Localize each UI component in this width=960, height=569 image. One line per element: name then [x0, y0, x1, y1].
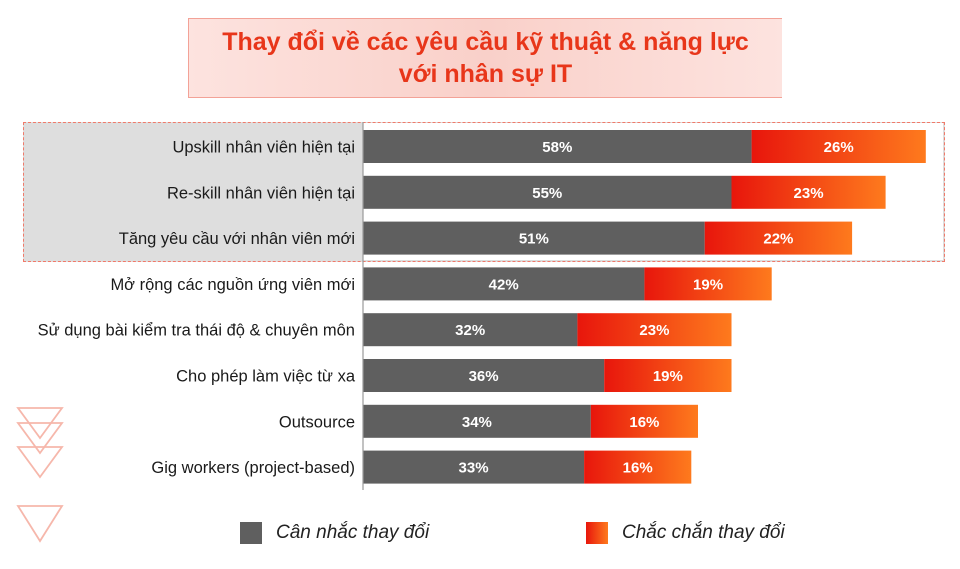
category-label: Sử dụng bài kiểm tra thái độ & chuyên mô…: [38, 322, 355, 340]
data-label-consider: 36%: [469, 368, 499, 385]
data-label-certain: 19%: [653, 368, 683, 385]
decorative-triangles: [16, 407, 64, 543]
data-label-certain: 22%: [763, 231, 793, 248]
bar-certain: [751, 130, 926, 163]
chart-title-line-2: với nhân sự IT: [398, 60, 573, 88]
data-label-certain: 23%: [639, 322, 669, 339]
legend-label-certain: Chắc chắn thay đổi: [622, 522, 785, 543]
bar-consider: [363, 130, 752, 163]
bar-consider: [363, 313, 578, 347]
category-label: Tăng yêu cầu với nhân viên mới: [119, 230, 355, 248]
legend-item-certain: Chắc chắn thay đổi: [586, 522, 785, 544]
category-label: Gig workers (project-based): [151, 459, 355, 477]
bar-certain: [590, 404, 698, 438]
data-label-consider: 55%: [532, 185, 562, 202]
category-label: Mở rộng các nguồn ứng viên mới: [110, 276, 355, 294]
bar-consider: [363, 404, 591, 438]
legend-swatch-consider: [240, 522, 262, 544]
bar-certain: [731, 175, 886, 209]
bar-consider: [363, 450, 585, 484]
data-label-certain: 26%: [824, 139, 854, 156]
legend-swatch-certain: [586, 522, 608, 544]
legend-label-consider: Cân nhắc thay đổi: [276, 522, 430, 543]
category-label: Outsource: [279, 413, 355, 431]
bar-certain: [644, 267, 772, 301]
data-label-certain: 16%: [629, 414, 659, 431]
bar-consider: [363, 175, 732, 209]
bar-consider: [363, 359, 605, 392]
data-label-consider: 42%: [489, 276, 519, 293]
data-label-certain: 16%: [623, 460, 653, 477]
legend: Cân nhắc thay đổi Chắc chắn thay đổi: [240, 522, 860, 552]
data-label-consider: 34%: [462, 414, 492, 431]
bar-consider: [363, 267, 645, 301]
data-label-certain: 19%: [693, 276, 723, 293]
chart-title-line-1: Thay đổi về các yêu cầu kỹ thuật & năng …: [222, 28, 749, 56]
data-label-consider: 33%: [459, 460, 489, 477]
data-label-certain: 23%: [794, 185, 824, 202]
bar-certain: [704, 221, 853, 255]
bar-certain: [577, 313, 732, 347]
bar-certain: [584, 450, 692, 484]
category-label: Upskill nhân viên hiện tại: [172, 139, 355, 157]
data-label-consider: 32%: [455, 322, 485, 339]
category-label: Cho phép làm việc từ xa: [176, 368, 356, 386]
chart-title-box: Thay đổi về các yêu cầu kỹ thuật & năng …: [188, 18, 782, 98]
data-label-consider: 58%: [542, 139, 572, 156]
bar-consider: [363, 221, 705, 255]
legend-item-consider: Cân nhắc thay đổi: [240, 522, 429, 544]
bar-certain: [604, 359, 732, 392]
category-label: Re-skill nhân viên hiện tại: [167, 184, 355, 202]
data-label-consider: 51%: [519, 231, 549, 248]
